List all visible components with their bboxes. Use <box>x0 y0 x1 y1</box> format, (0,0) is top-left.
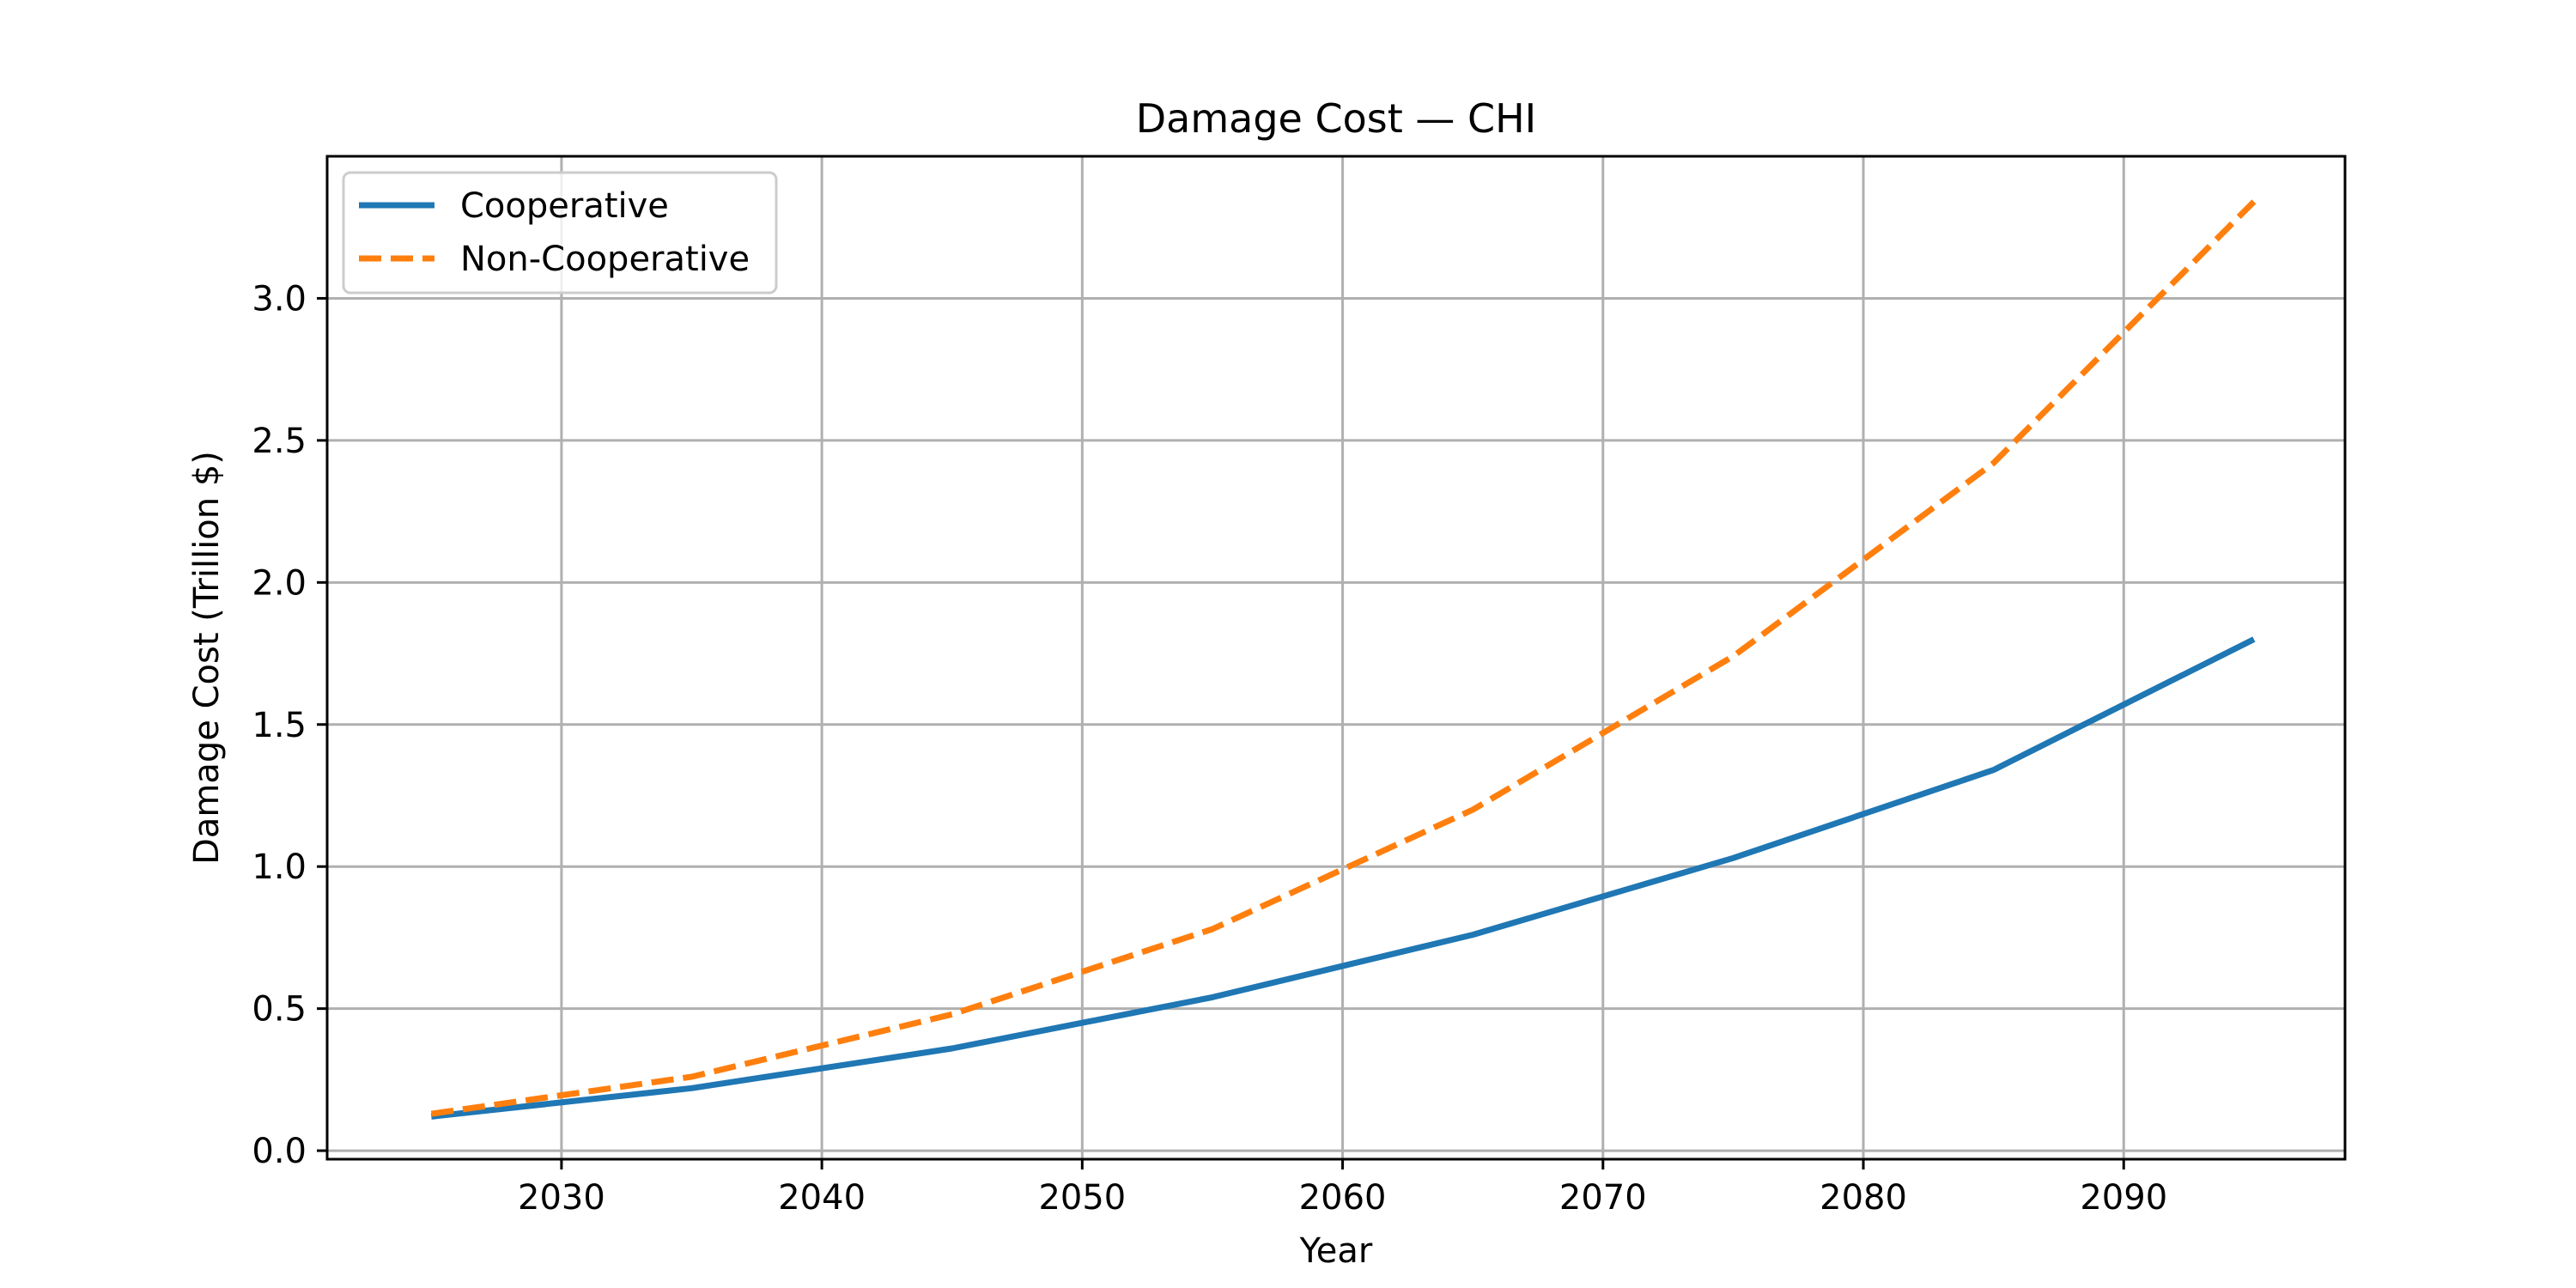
plot-area-frame <box>325 155 2347 1161</box>
y-tick-label: 2.0 <box>252 563 307 603</box>
legend-label-non-cooperative: Non-Cooperative <box>460 240 750 279</box>
y-tick-label: 1.5 <box>252 706 307 745</box>
x-tick-label: 2060 <box>1299 1178 1387 1218</box>
x-axis-label: Year <box>1299 1231 1373 1271</box>
y-tick-label: 1.0 <box>252 848 307 887</box>
chart-title: Damage Cost — CHI <box>1136 95 1537 142</box>
y-tick-label: 0.5 <box>252 990 307 1030</box>
axis-ticks: 2030 2040 2050 2060 2070 2080 2090 0.0 0.5 1.0 1.5… <box>252 279 2167 1218</box>
y-tick-label: 2.5 <box>252 422 307 461</box>
x-tick-label: 2070 <box>1559 1178 1647 1218</box>
x-tick-label: 2040 <box>778 1178 866 1218</box>
legend-box <box>342 171 778 295</box>
y-tick-label: 3.0 <box>252 279 307 319</box>
series-line-cooperative <box>430 636 2256 1120</box>
grid-lines <box>327 156 2345 1159</box>
legend: Cooperative Non-Cooperative <box>342 171 778 295</box>
legend-label-cooperative: Cooperative <box>460 186 669 226</box>
series-lines <box>430 199 2257 1120</box>
series-line-non-cooperative <box>430 199 2257 1117</box>
x-tick-label: 2050 <box>1038 1178 1126 1218</box>
x-tick-label: 2090 <box>2080 1178 2167 1218</box>
y-axis-label: Damage Cost (Trillion $) <box>187 451 227 865</box>
x-tick-label: 2030 <box>518 1178 605 1218</box>
x-tick-label: 2080 <box>1820 1178 1907 1218</box>
y-tick-label: 0.0 <box>252 1132 307 1171</box>
